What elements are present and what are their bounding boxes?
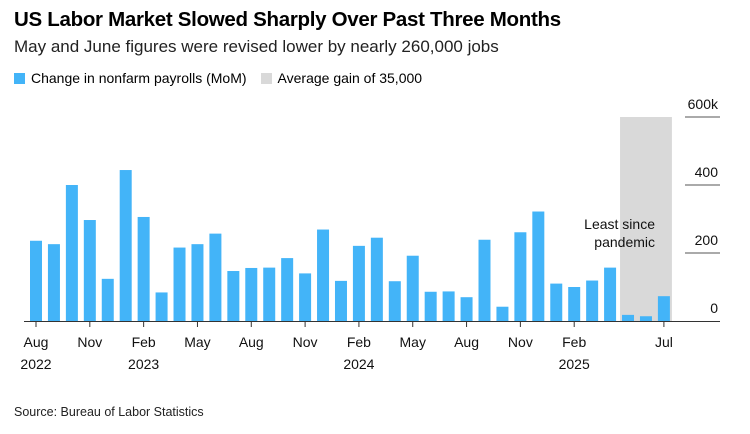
bar-oct-2022	[65, 185, 78, 321]
bar-apr-2025	[604, 267, 617, 321]
legend-label-average: Average gain of 35,000	[277, 70, 423, 86]
legend: Change in nonfarm payrolls (MoM) Average…	[14, 70, 422, 86]
bar-nov-2024	[514, 232, 527, 321]
bar-apr-2023	[173, 247, 186, 321]
bar-jan-2023	[119, 170, 132, 321]
xtick-label: Jul	[655, 334, 673, 350]
xtick-label: May	[184, 334, 210, 350]
xtick-year: 2022	[20, 356, 51, 372]
bar-nov-2022	[83, 220, 96, 321]
xtick-label: Nov	[77, 334, 102, 350]
bar-sep-2022	[47, 244, 60, 321]
bar-jul-2024	[442, 291, 455, 321]
xtick-label: Feb	[132, 334, 156, 350]
bar-aug-2022	[30, 240, 42, 321]
xtick-label: May	[400, 334, 426, 350]
bar-mar-2023	[155, 292, 168, 321]
legend-swatch-average	[260, 72, 272, 84]
bar-oct-2023	[281, 258, 294, 321]
bar-jul-2023	[227, 271, 240, 321]
bar-nov-2023	[299, 273, 312, 321]
bar-aug-2023	[245, 267, 258, 321]
bar-aug-2024	[460, 297, 473, 321]
chart-subtitle: May and June figures were revised lower …	[14, 37, 499, 56]
legend-swatch-payrolls	[14, 72, 25, 84]
xtick-label: Aug	[24, 334, 49, 350]
bar-jun-2023	[209, 233, 222, 321]
xtick-year: 2023	[128, 356, 159, 372]
ytick-label: 400	[695, 164, 719, 180]
bar-feb-2025	[568, 287, 581, 321]
ytick-label: 600k	[688, 96, 719, 112]
bar-jun-2025	[639, 316, 652, 321]
ytick-label: 0	[710, 300, 718, 316]
bar-jan-2025	[550, 283, 563, 321]
bar-may-2023	[191, 244, 204, 321]
legend-label-payrolls: Change in nonfarm payrolls (MoM)	[31, 70, 247, 86]
xtick-label: Feb	[347, 334, 371, 350]
xtick-label: Nov	[508, 334, 533, 350]
bar-oct-2024	[496, 306, 509, 321]
annotation-least-since-pandemic: pandemic	[594, 234, 655, 250]
source-note: Source: Bureau of Labor Statistics	[14, 405, 204, 419]
annotation-least-since-pandemic: Least since	[584, 216, 655, 232]
xtick-label: Feb	[562, 334, 586, 350]
xtick-label: Aug	[454, 334, 479, 350]
shaded-band	[620, 117, 672, 321]
bar-jul-2025	[657, 296, 670, 321]
bar-feb-2024	[352, 245, 365, 321]
bar-mar-2025	[586, 280, 599, 321]
xtick-year: 2024	[343, 356, 374, 372]
bar-sep-2024	[478, 239, 491, 321]
xtick-label: Aug	[239, 334, 264, 350]
xtick-label: Nov	[293, 334, 318, 350]
bar-feb-2023	[137, 216, 150, 321]
bar-may-2024	[406, 255, 419, 321]
ytick-label: 200	[695, 232, 719, 248]
xtick-year: 2025	[559, 356, 590, 372]
bar-dec-2023	[317, 229, 330, 321]
bar-mar-2024	[370, 237, 383, 321]
bar-dec-2022	[101, 278, 114, 321]
bar-may-2025	[622, 314, 635, 321]
bar-dec-2024	[532, 211, 545, 321]
bar-jan-2024	[334, 280, 347, 321]
bar-apr-2024	[388, 281, 401, 321]
bar-jun-2024	[424, 291, 437, 321]
bar-sep-2023	[263, 267, 276, 321]
chart-title: US Labor Market Slowed Sharply Over Past…	[14, 8, 561, 31]
